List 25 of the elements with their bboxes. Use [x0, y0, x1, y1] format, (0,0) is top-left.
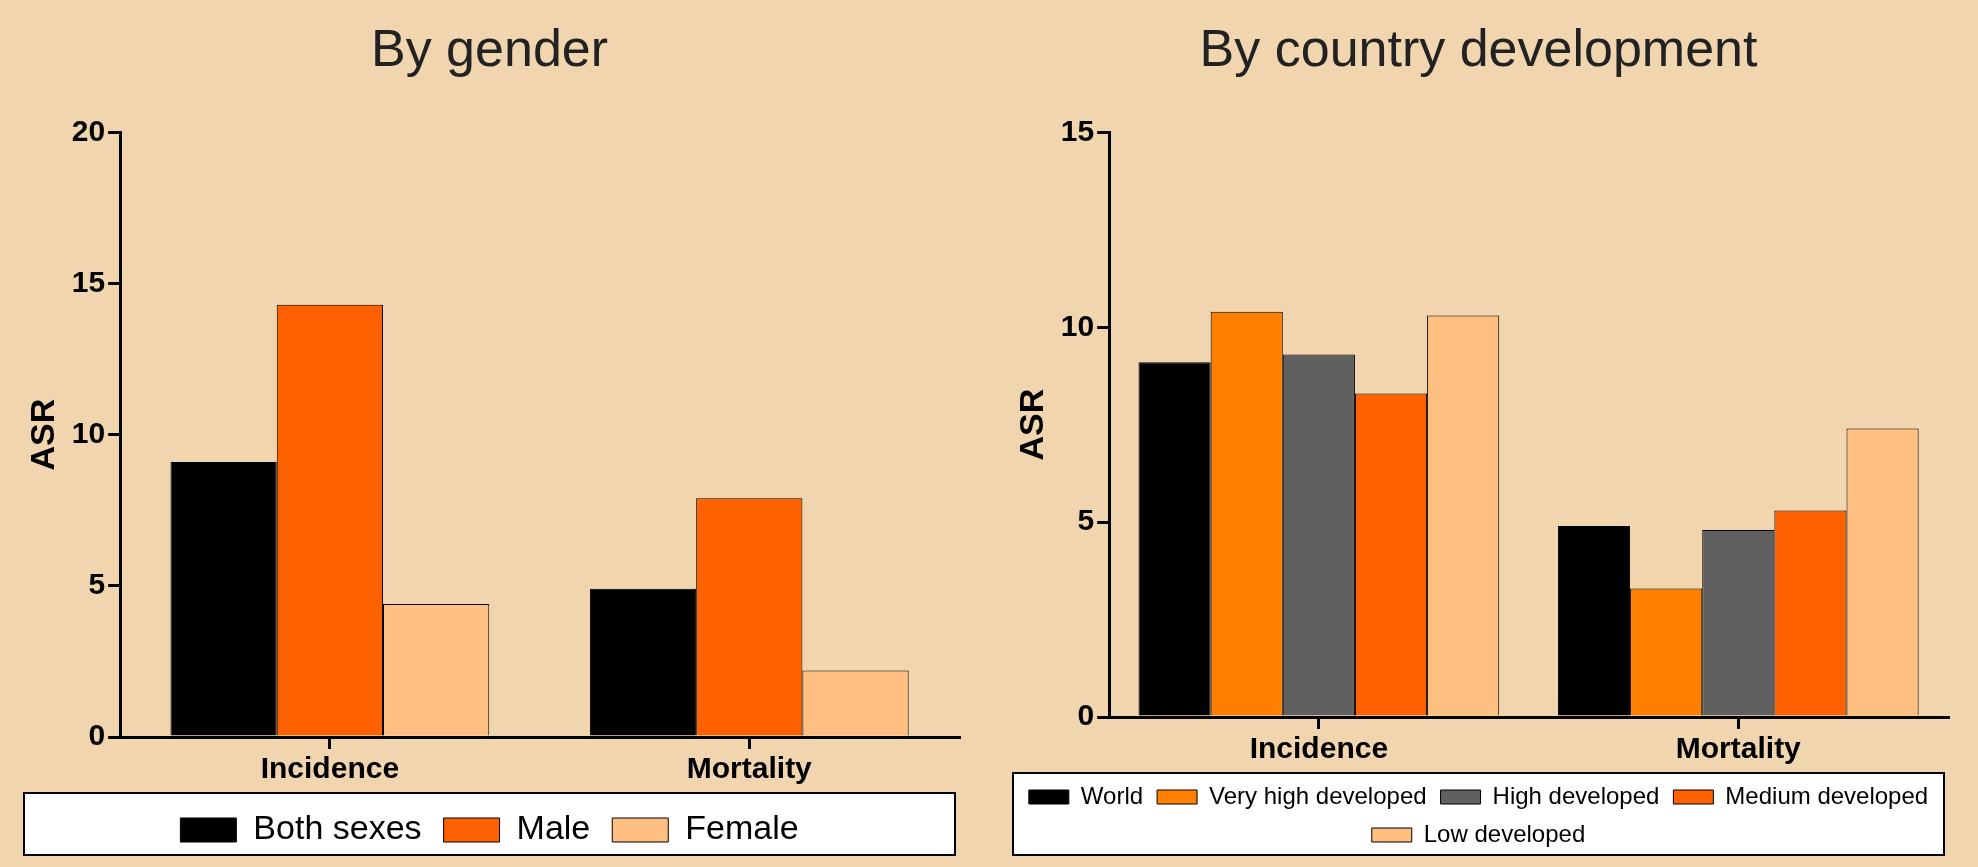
- legend-label: High developed: [1492, 781, 1660, 809]
- legend-label: Medium developed: [1725, 781, 1929, 809]
- x-tick-label: Incidence: [260, 751, 400, 785]
- legend-label: Very high developed: [1209, 781, 1427, 809]
- x-tick-label: Mortality: [686, 751, 813, 785]
- legend-label: Male: [516, 808, 591, 847]
- y-tick-label: 5: [88, 567, 106, 601]
- x-tick-label: Incidence: [1249, 731, 1389, 765]
- y-tick-label: 20: [71, 113, 106, 147]
- y-tick-label: 10: [1060, 308, 1095, 342]
- chart-title: By gender: [370, 18, 609, 77]
- chart-title: By country development: [1199, 18, 1758, 77]
- y-tick-label: 15: [1060, 113, 1095, 147]
- legend-label: World: [1080, 781, 1144, 809]
- legend-label: Female: [685, 808, 799, 847]
- y-tick-label: 0: [1077, 698, 1095, 732]
- y-tick-label: 15: [71, 264, 106, 298]
- legend-label: Both sexes: [253, 808, 422, 847]
- y-tick-label: 5: [1077, 503, 1095, 537]
- x-tick-label: Mortality: [1675, 731, 1802, 765]
- y-axis-title: ASR: [1011, 388, 1050, 461]
- legend-label: Low developed: [1423, 819, 1586, 847]
- y-tick-label: 0: [88, 718, 106, 752]
- y-axis-title: ASR: [22, 398, 61, 471]
- y-tick-label: 10: [71, 415, 106, 449]
